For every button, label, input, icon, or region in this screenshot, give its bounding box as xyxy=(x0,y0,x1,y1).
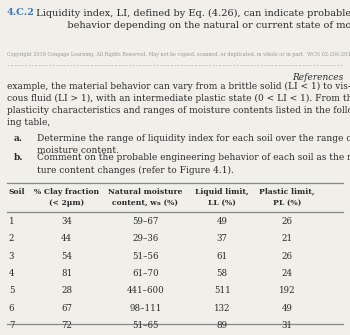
Text: Liquidity index, LI, defined by Eq. (4.26), can indicate probable engineering
  : Liquidity index, LI, defined by Eq. (4.2… xyxy=(33,8,350,30)
Text: Copyright 2018 Cengage Learning. All Rights Reserved. May not be copied, scanned: Copyright 2018 Cengage Learning. All Rig… xyxy=(7,52,350,57)
Text: 5: 5 xyxy=(9,286,14,295)
Text: Determine the range of liquidity index for each soil over the range of
moisture : Determine the range of liquidity index f… xyxy=(37,134,350,155)
Text: Natural moisture: Natural moisture xyxy=(108,188,182,196)
Text: 81: 81 xyxy=(61,269,72,278)
Text: 3: 3 xyxy=(9,252,14,261)
Text: 72: 72 xyxy=(61,321,72,330)
Text: 61: 61 xyxy=(217,252,228,261)
Text: b.: b. xyxy=(14,153,23,162)
Text: 511: 511 xyxy=(214,286,231,295)
Text: example, the material behavior can vary from a brittle solid (LI < 1) to vis-
co: example, the material behavior can vary … xyxy=(7,82,350,127)
Text: (< 2μm): (< 2μm) xyxy=(49,199,84,207)
Text: 4.C.2: 4.C.2 xyxy=(7,8,35,17)
Text: 6: 6 xyxy=(9,304,14,313)
Text: 49: 49 xyxy=(281,304,293,313)
Text: 89: 89 xyxy=(217,321,228,330)
Text: 61–70: 61–70 xyxy=(132,269,159,278)
Text: content, wₙ (%): content, wₙ (%) xyxy=(112,199,178,207)
Text: 192: 192 xyxy=(279,286,295,295)
Text: 24: 24 xyxy=(281,269,293,278)
Text: 29–36: 29–36 xyxy=(132,234,158,243)
Text: 31: 31 xyxy=(281,321,293,330)
Text: 98–111: 98–111 xyxy=(129,304,161,313)
Text: 34: 34 xyxy=(61,217,72,226)
Text: % Clay fraction: % Clay fraction xyxy=(34,188,99,196)
Text: Plastic limit,: Plastic limit, xyxy=(259,188,315,196)
Text: 7: 7 xyxy=(9,321,14,330)
Text: 26: 26 xyxy=(281,252,293,261)
Text: 49: 49 xyxy=(217,217,228,226)
Text: 54: 54 xyxy=(61,252,72,261)
Text: 51–56: 51–56 xyxy=(132,252,159,261)
Text: 67: 67 xyxy=(61,304,72,313)
Text: 28: 28 xyxy=(61,286,72,295)
Text: 21: 21 xyxy=(281,234,293,243)
Text: 44: 44 xyxy=(61,234,72,243)
Text: 2: 2 xyxy=(9,234,14,243)
Text: Comment on the probable engineering behavior of each soil as the mois-
ture cont: Comment on the probable engineering beha… xyxy=(37,153,350,175)
Text: 37: 37 xyxy=(217,234,228,243)
Text: Liquid limit,: Liquid limit, xyxy=(195,188,249,196)
Text: 1: 1 xyxy=(9,217,14,226)
Text: LL (%): LL (%) xyxy=(208,199,236,207)
Text: 441–600: 441–600 xyxy=(126,286,164,295)
Text: 58: 58 xyxy=(217,269,228,278)
Text: 59–67: 59–67 xyxy=(132,217,159,226)
Text: PL (%): PL (%) xyxy=(273,199,301,207)
Text: 26: 26 xyxy=(281,217,293,226)
Text: References: References xyxy=(292,73,343,82)
Text: 51–65: 51–65 xyxy=(132,321,159,330)
Text: a.: a. xyxy=(14,134,23,143)
Text: 4: 4 xyxy=(9,269,14,278)
Text: Soil: Soil xyxy=(9,188,25,196)
Text: 132: 132 xyxy=(214,304,231,313)
